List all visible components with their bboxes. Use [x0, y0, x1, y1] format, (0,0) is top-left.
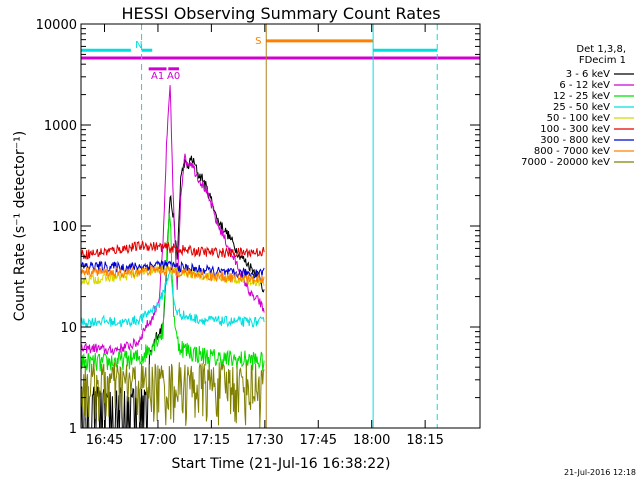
x-tick-label: 17:15 [193, 433, 230, 448]
series-line-7 [80, 263, 265, 284]
flag-label-n: N [135, 40, 142, 51]
y-tick-label: 10 [60, 321, 77, 336]
legend-entry-label: 12 - 25 keV [553, 91, 610, 102]
plot-frame [80, 23, 481, 429]
y-axis-label: Count Rate (s⁻¹ detector⁻¹) [12, 131, 28, 321]
x-axis-label: Start Time (21-Jul-16 16:38:22) [171, 456, 390, 472]
series-line-6 [80, 259, 265, 279]
chart-title: HESSI Observing Summary Count Rates [121, 4, 440, 23]
y-axis: 1 10 100 1000 10000 [36, 18, 480, 437]
x-tick-label: 17:30 [246, 433, 283, 448]
legend-header-line: FDecim 1 [579, 55, 626, 66]
y-tick-label: 10000 [36, 18, 77, 33]
series-line-1 [80, 85, 265, 356]
legend-entry-label: 300 - 800 keV [540, 135, 610, 146]
data-series [80, 85, 265, 429]
series-line-5 [81, 239, 265, 260]
y-tick-label: 1 [69, 422, 77, 437]
series-line-8 [80, 362, 265, 428]
timestamp: 21-Jul-2016 12:18 [564, 468, 636, 477]
legend-entry-label: 3 - 6 keV [566, 69, 610, 80]
x-tick-label: 18:00 [353, 433, 390, 448]
x-tick-label: 17:00 [139, 433, 176, 448]
flag-label-a0: A0 [167, 71, 180, 82]
y-tick-label: 100 [52, 220, 77, 235]
series-line-2 [80, 213, 265, 373]
legend-entry-label: 100 - 300 keV [540, 124, 610, 135]
flag-label-s: S [255, 36, 261, 47]
x-tick-label: 18:15 [406, 433, 443, 448]
x-tick-label: 17:45 [300, 433, 337, 448]
legend-entry-label: 6 - 12 keV [559, 80, 610, 91]
legend-entry-label: 7000 - 20000 keV [521, 157, 610, 168]
legend-entry-label: 50 - 100 keV [547, 113, 611, 124]
vertical-markers [141, 24, 438, 428]
flag-label-a1: A1 [151, 71, 164, 82]
legend-header-line: Det 1,3,8, [576, 44, 626, 55]
y-tick-label: 1000 [44, 119, 77, 134]
legend-entry-label: 25 - 50 keV [553, 102, 610, 113]
legend-entry-label: 800 - 7000 keV [534, 146, 610, 157]
x-tick-label: 16:45 [86, 433, 123, 448]
flag-bars: N S A1 A0 [81, 36, 480, 82]
series-line-3 [80, 267, 265, 328]
x-axis: 16:45 17:00 17:15 17:30 17:45 18:00 18:15 [86, 24, 444, 448]
